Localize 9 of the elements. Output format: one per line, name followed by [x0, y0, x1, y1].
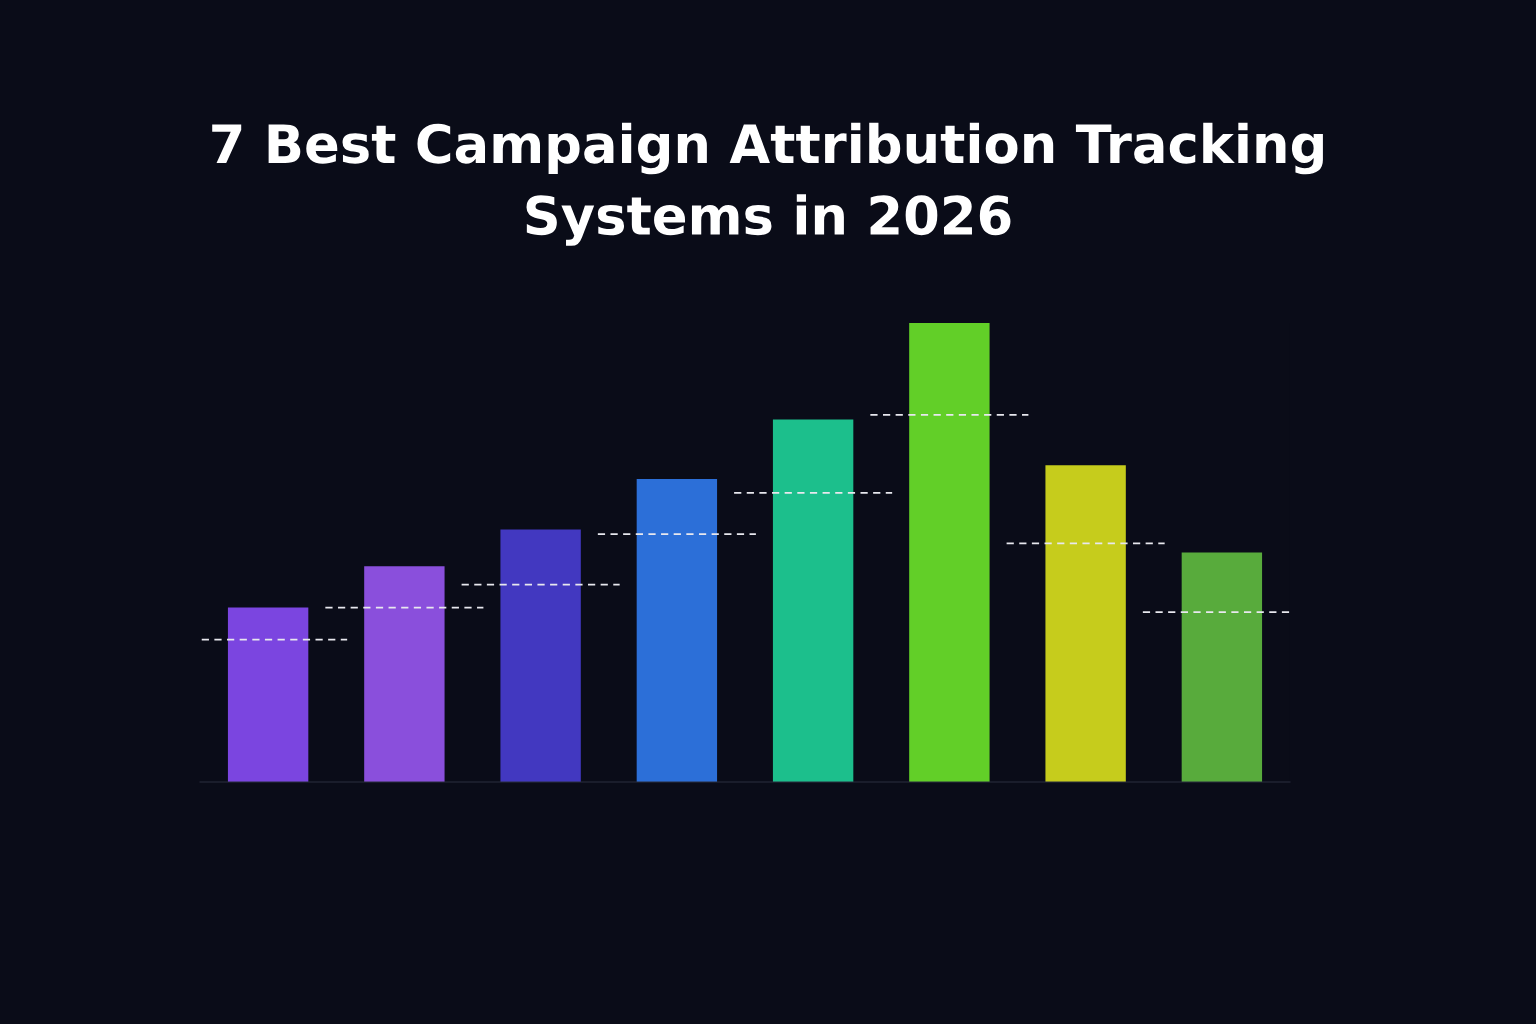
bar — [636, 479, 718, 782]
chart-title: 7 Best Campaign Attribution Tracking Systems in 2026 — [212, 122, 1323, 246]
bar — [1045, 465, 1126, 782]
bar — [227, 607, 309, 782]
bar — [364, 566, 445, 782]
bar — [500, 529, 581, 782]
bar — [1181, 552, 1263, 782]
bar — [772, 419, 854, 782]
bar — [909, 323, 990, 782]
